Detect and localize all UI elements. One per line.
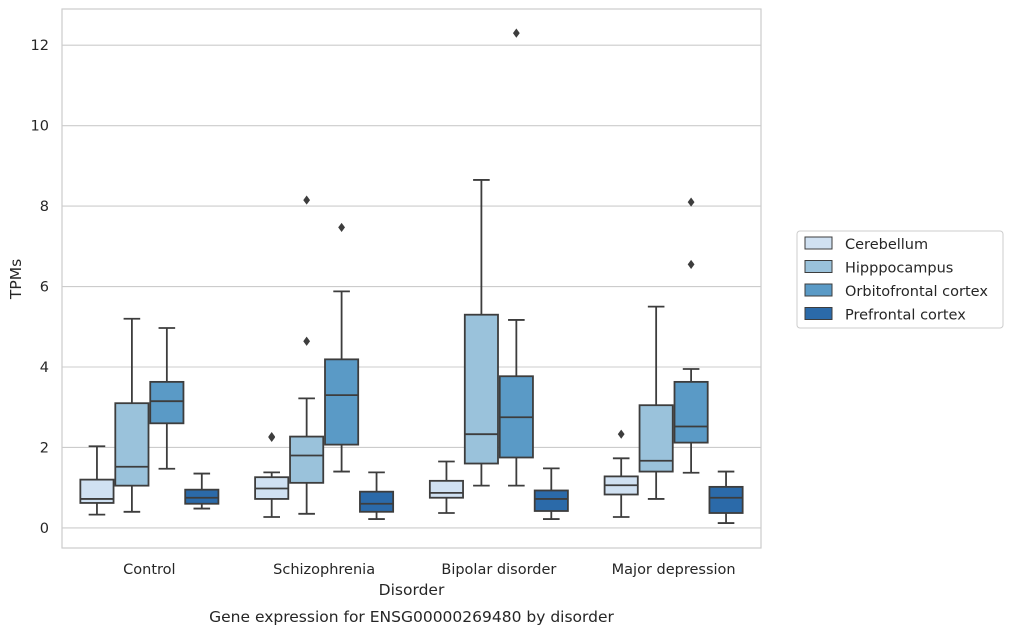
y-tick-label: 12 [31,38,49,54]
y-tick-label: 8 [40,199,49,215]
box-cerebellum [79,445,115,516]
box-cerebellum [603,429,639,518]
outlier-point [687,197,695,207]
iqr-box [79,478,115,504]
legend-item: Cerebellum [804,236,928,253]
iqr-box [463,313,499,465]
box-prefrontal-cortex [708,470,744,524]
x-tick-label: Schizophrenia [273,562,375,578]
legend-label: Cerebellum [845,237,928,253]
box-orbitofrontal-cortex [324,222,360,473]
x-axis-title: Disorder [379,581,445,599]
outlier-point [512,28,520,38]
x-tick-label: Bipolar disorder [441,562,556,578]
y-tick-label: 0 [40,521,49,537]
y-tick-labels: 0 2 4 6 8 10 12 [31,38,49,537]
y-tick-label: 4 [40,360,49,376]
iqr-box [149,380,185,425]
outlier-point [617,429,625,439]
x-tick-labels: Control Schizophrenia Bipolar disorder Majo… [123,562,735,578]
outlier-point [303,336,311,346]
iqr-box [708,485,744,514]
legend-label: Orbitofrontal cortex [845,284,988,300]
legend-label: Hipppocampus [845,261,953,277]
box-hipppocampus [638,305,674,500]
outlier-point [303,195,311,205]
boxes [79,28,744,524]
box-hipppocampus [463,179,499,487]
box-hipppocampus [289,195,325,515]
iqr-box [673,380,709,444]
x-tick-label: Major depression [612,562,736,578]
iqr-box [428,479,464,499]
iqr-box [638,404,674,473]
iqr-box [114,402,150,487]
y-tick-label: 6 [40,280,49,296]
box-prefrontal-cortex [184,472,220,510]
box-prefrontal-cortex [359,471,395,520]
legend-frame [796,230,1004,329]
iqr-box [324,358,360,446]
x-tick-label: Control [123,562,175,578]
grid-lines [62,44,761,529]
legend-swatch [804,260,833,273]
outlier-point [687,259,695,270]
y-axis-title: TPMs [7,259,25,300]
iqr-box [184,488,220,505]
legend-label: Prefrontal cortex [845,308,966,324]
chart-caption: Gene expression for ENSG00000269480 by d… [209,608,614,626]
box-prefrontal-cortex [533,467,569,520]
legend-item: Orbitofrontal cortex [804,283,988,300]
y-tick-label: 2 [40,440,49,456]
legend-item: Hipppocampus [804,260,953,277]
box-cerebellum [428,460,464,514]
iqr-box [359,490,395,513]
y-tick-label: 10 [31,119,49,135]
outlier-point [338,222,345,233]
legend-swatch [804,307,833,320]
box-orbitofrontal-cortex [149,327,185,470]
outlier-point [268,431,276,442]
legend-swatch [804,236,833,250]
box-orbitofrontal-cortex [673,197,709,474]
box-hipppocampus [114,317,150,513]
legend: Cerebellum Hipppocampus Orbitofrontal cort… [796,230,1004,329]
legend-swatch [804,283,833,297]
iqr-box [289,435,325,484]
box-orbitofrontal-cortex [498,28,534,487]
box-cerebellum [254,431,290,518]
iqr-box [533,489,569,512]
legend-item: Prefrontal cortex [804,307,966,324]
plot-frame [61,8,762,549]
